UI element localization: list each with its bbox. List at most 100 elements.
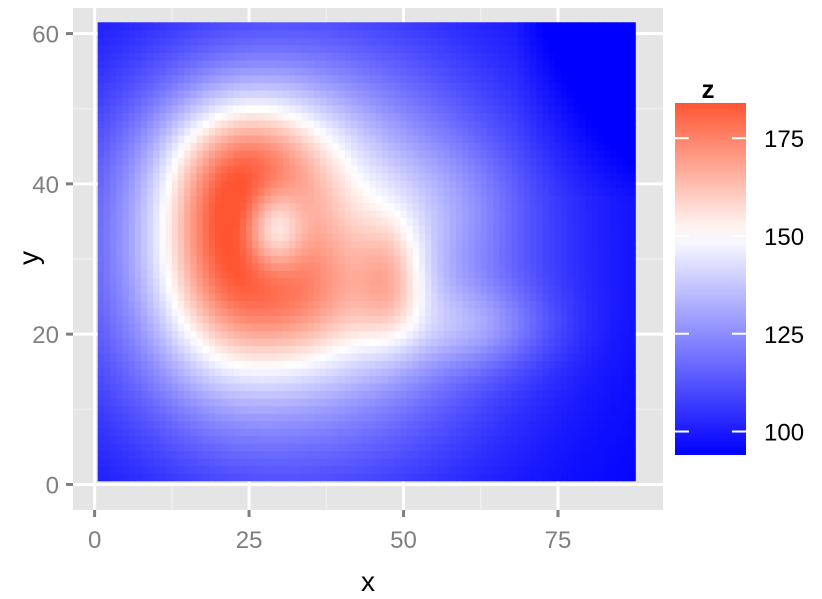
heatmap-tile — [443, 465, 451, 474]
heatmap-tile — [499, 465, 507, 474]
heatmap-tile — [437, 398, 445, 407]
heatmap-tile — [134, 285, 142, 294]
heatmap-tile — [140, 67, 148, 76]
heatmap-tile — [351, 345, 358, 354]
heatmap-tile — [517, 465, 525, 474]
heatmap-tile — [381, 210, 389, 219]
heatmap-tile — [264, 277, 272, 286]
heatmap-tile — [567, 345, 575, 354]
heatmap-tile — [196, 330, 204, 339]
heatmap-tile — [202, 67, 210, 76]
heatmap-tile — [567, 458, 575, 467]
heatmap-tile — [505, 270, 513, 279]
heatmap-tile — [381, 360, 389, 369]
heatmap-tile — [245, 127, 253, 136]
heatmap-tile — [196, 225, 204, 234]
heatmap-tile — [178, 202, 185, 211]
heatmap-tile — [159, 473, 167, 482]
heatmap-tile — [530, 443, 537, 452]
heatmap-tile — [369, 390, 377, 399]
heatmap-tile — [110, 104, 117, 114]
heatmap-tile — [140, 247, 148, 256]
heatmap-tile — [196, 270, 204, 279]
heatmap-tile — [375, 270, 383, 279]
heatmap-tile — [264, 142, 272, 151]
heatmap-tile — [307, 119, 315, 129]
heatmap-tile — [523, 450, 531, 459]
heatmap-tile — [264, 398, 272, 407]
heatmap-tile — [468, 165, 476, 174]
heatmap-tile — [196, 375, 204, 384]
heatmap-tile — [276, 360, 284, 369]
heatmap-tile — [227, 22, 235, 31]
heatmap-tile — [97, 322, 105, 331]
heatmap-tile — [140, 127, 148, 136]
heatmap-tile — [165, 225, 173, 234]
heatmap-tile — [159, 322, 167, 331]
heatmap-tile — [153, 112, 161, 121]
heatmap-tile — [307, 262, 315, 271]
heatmap-tile — [276, 330, 284, 339]
heatmap-tile — [128, 375, 136, 384]
heatmap-tile — [400, 172, 408, 181]
heatmap-tile — [184, 277, 191, 286]
heatmap-tile — [289, 322, 297, 331]
heatmap-tile — [122, 135, 130, 144]
heatmap-tile — [400, 375, 408, 384]
heatmap-tile — [474, 300, 482, 309]
heatmap-tile — [258, 67, 266, 76]
heatmap-tile — [536, 413, 544, 422]
heatmap-tile — [554, 398, 562, 407]
heatmap-tile — [295, 165, 303, 174]
heatmap-tile — [530, 89, 537, 99]
heatmap-tile — [208, 22, 216, 31]
heatmap-tile — [295, 443, 303, 452]
heatmap-tile — [406, 285, 414, 294]
heatmap-tile — [598, 285, 605, 294]
heatmap-tile — [585, 135, 593, 144]
heatmap-tile — [116, 97, 124, 106]
heatmap-tile — [418, 127, 426, 136]
heatmap-tile — [449, 22, 457, 31]
heatmap-tile — [332, 352, 340, 362]
heatmap-tile — [511, 119, 519, 129]
heatmap-tile — [215, 413, 222, 422]
heatmap-tile — [462, 285, 469, 294]
heatmap-tile — [128, 37, 136, 46]
heatmap-tile — [128, 300, 136, 309]
heatmap-tile — [178, 104, 185, 114]
heatmap-tile — [221, 217, 229, 226]
heatmap-tile — [381, 52, 389, 61]
heatmap-tile — [178, 375, 185, 384]
heatmap-tile — [554, 413, 562, 422]
heatmap-tile — [480, 405, 488, 414]
heatmap-tile — [313, 420, 321, 429]
heatmap-tile — [190, 443, 198, 452]
heatmap-tile — [394, 232, 402, 241]
heatmap-tile — [412, 337, 420, 347]
heatmap-tile — [591, 367, 599, 377]
heatmap-tile — [579, 195, 587, 204]
heatmap-tile — [400, 52, 408, 61]
heatmap-tile — [233, 458, 241, 467]
heatmap-tile — [190, 292, 198, 301]
heatmap-tile — [499, 232, 507, 241]
heatmap-tile — [202, 435, 210, 444]
heatmap-tile — [486, 300, 494, 309]
heatmap-tile — [227, 97, 235, 106]
heatmap-tile — [579, 150, 587, 159]
heatmap-tile — [338, 255, 346, 264]
heatmap-tile — [579, 232, 587, 241]
heatmap-tile — [585, 443, 593, 452]
heatmap-tile — [375, 22, 383, 31]
heatmap-tile — [221, 59, 229, 68]
heatmap-tile — [227, 337, 235, 347]
heatmap-tile — [418, 345, 426, 354]
heatmap-tile — [363, 307, 371, 316]
heatmap-tile — [363, 67, 371, 76]
heatmap-tile — [233, 450, 241, 459]
heatmap-tile — [295, 135, 303, 144]
heatmap-tile — [388, 300, 395, 309]
heatmap-tile — [381, 292, 389, 301]
heatmap-tile — [215, 59, 222, 68]
